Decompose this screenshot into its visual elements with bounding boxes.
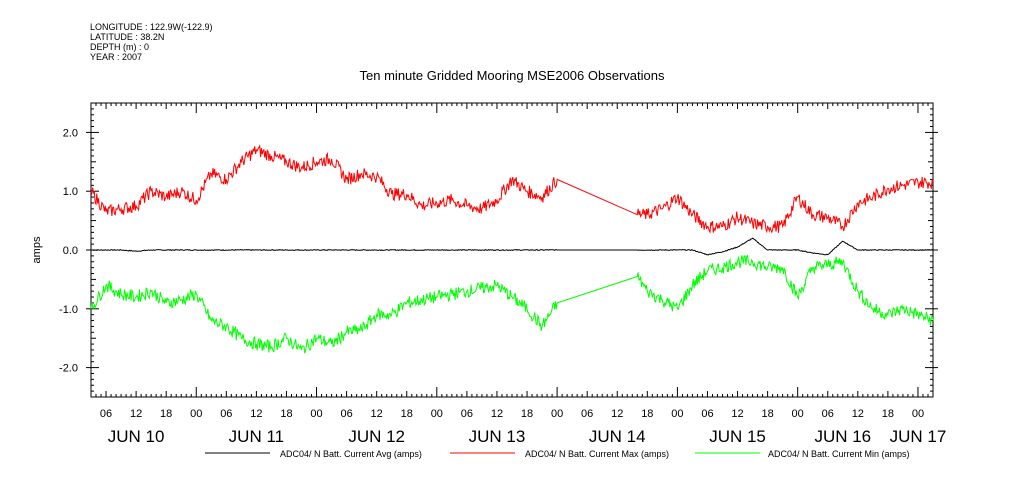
x-tick-label: 00 bbox=[190, 408, 202, 420]
legend-label-min: ADC04/ N Batt. Current Min (amps) bbox=[768, 449, 910, 459]
x-tick-label: 00 bbox=[551, 408, 563, 420]
series-group bbox=[90, 144, 934, 354]
x-tick-label: 18 bbox=[280, 408, 292, 420]
x-tick-label: 00 bbox=[671, 408, 683, 420]
latitude-label: LATITUDE : 38.2N bbox=[90, 32, 164, 42]
x-tick-label: 18 bbox=[882, 408, 894, 420]
x-tick-label: 18 bbox=[160, 408, 172, 420]
series-line-avg bbox=[91, 237, 934, 256]
x-tick-label: 06 bbox=[100, 408, 112, 420]
series-line-max bbox=[90, 144, 934, 234]
x-tick-label: 12 bbox=[491, 408, 503, 420]
x-day-label: JUN 11 bbox=[229, 427, 284, 446]
x-tick-label: 18 bbox=[761, 408, 773, 420]
x-tick-label: 12 bbox=[731, 408, 743, 420]
x-tick-label: 18 bbox=[641, 408, 653, 420]
series-line-min bbox=[90, 254, 934, 354]
x-tick-label: 00 bbox=[792, 408, 804, 420]
y-axis-label: amps bbox=[31, 236, 43, 263]
x-tick-label: 06 bbox=[822, 408, 834, 420]
chart-title: Ten minute Gridded Mooring MSE2006 Obser… bbox=[360, 68, 665, 83]
x-day-label: JUN 12 bbox=[348, 427, 405, 446]
y-tick-label: -1.0 bbox=[59, 304, 78, 316]
year-label: YEAR : 2007 bbox=[90, 52, 142, 62]
x-tick-label: 12 bbox=[130, 408, 142, 420]
x-tick-label: 06 bbox=[340, 408, 352, 420]
x-tick-label: 18 bbox=[401, 408, 413, 420]
x-tick-label: 12 bbox=[250, 408, 262, 420]
x-tick-label: 12 bbox=[611, 408, 623, 420]
depth-label: DEPTH (m) : 0 bbox=[90, 42, 149, 52]
x-day-label: JUN 17 bbox=[890, 427, 947, 446]
x-day-label: JUN 16 bbox=[814, 427, 871, 446]
x-tick-label: 18 bbox=[521, 408, 533, 420]
legend-label-max: ADC04/ N Batt. Current Max (amps) bbox=[525, 449, 669, 459]
axes: 06 12 18 00 06 12 18 00 06 12 18 00 06 12 18 00 06 12 18 00… bbox=[59, 102, 947, 446]
x-tick-label: 00 bbox=[310, 408, 322, 420]
x-tick-label: 06 bbox=[461, 408, 473, 420]
longitude-label: LONGITUDE : 122.9W(-122.9) bbox=[90, 22, 213, 32]
x-day-label: JUN 13 bbox=[469, 427, 526, 446]
y-tick-label: -2.0 bbox=[59, 363, 78, 375]
x-tick-label: 12 bbox=[852, 408, 864, 420]
x-day-label: JUN 10 bbox=[108, 427, 165, 446]
x-tick-label: 06 bbox=[581, 408, 593, 420]
y-tick-label: 0.0 bbox=[63, 245, 78, 257]
x-tick-label: 12 bbox=[371, 408, 383, 420]
legend: ADC04/ N Batt. Current Avg (amps) ADC04/… bbox=[205, 449, 910, 459]
y-tick-label: 1.0 bbox=[63, 186, 78, 198]
x-day-label: JUN 15 bbox=[709, 427, 766, 446]
x-tick-label: 06 bbox=[220, 408, 232, 420]
y-tick-label: 2.0 bbox=[63, 127, 78, 139]
x-tick-label: 00 bbox=[912, 408, 924, 420]
x-tick-label: 00 bbox=[431, 408, 443, 420]
x-tick-label: 06 bbox=[701, 408, 713, 420]
x-day-label: JUN 14 bbox=[589, 427, 646, 446]
legend-label-avg: ADC04/ N Batt. Current Avg (amps) bbox=[280, 449, 422, 459]
